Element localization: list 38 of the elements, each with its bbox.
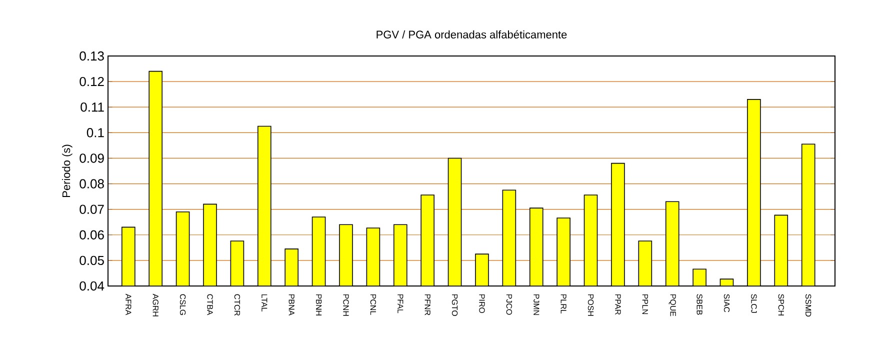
x-tick-label: PGTO	[452, 294, 458, 316]
y-tick-label: 0.05	[80, 256, 104, 266]
y-tick-label: 0.09	[80, 154, 104, 163]
y-tick-label: 0.04	[80, 281, 104, 291]
y-tick-label: 0.11	[80, 102, 104, 112]
x-tick-label: PFAL	[398, 294, 404, 314]
x-tick-label: PQUE	[668, 294, 676, 316]
y-axis-title: Periodo (s)	[62, 144, 72, 197]
x-tick-label: PJCO	[506, 294, 512, 315]
x-tick-label: AGRH	[152, 294, 158, 316]
x-tick-label: PPAR	[615, 294, 621, 315]
x-tick-label: PPLN	[642, 294, 648, 314]
y-tick-label: 0.12	[80, 76, 104, 86]
x-tick-label: PBNA	[288, 294, 294, 316]
y-tick-label: 0.13	[80, 51, 104, 61]
y-tick-label: 0.08	[80, 179, 104, 188]
y-tick-label: 0.07	[80, 204, 104, 214]
x-tick-label: POSH	[588, 294, 594, 316]
x-tick-label: SLCJ	[751, 294, 757, 313]
x-tick-label: PCNL	[370, 294, 376, 315]
y-tick-label: 0.06	[80, 230, 104, 240]
x-tick-label: AFRA	[126, 294, 132, 316]
x-tick-label: SIAC	[724, 294, 730, 312]
x-tick-label: PBNH	[316, 294, 322, 316]
x-tick-label: PCNH	[343, 294, 349, 316]
x-tick-label: CSLG	[180, 294, 186, 315]
x-tick-label: SBEB	[696, 294, 702, 315]
x-tick-label: PIRO	[479, 294, 485, 313]
x-tick-label: CTBA	[207, 294, 213, 316]
chart-title: PGV / PGA ordenadas alfabéticamente	[376, 30, 567, 38]
x-tick-label: PLRL	[560, 294, 566, 314]
x-tick-label: CTCR	[234, 294, 240, 316]
x-tick-label: SPCH	[778, 294, 784, 316]
x-tick-label: LTAL	[262, 294, 268, 312]
x-tick-label: PJMN	[534, 294, 540, 315]
x-tick-label: SSMD	[806, 294, 812, 317]
x-tick-label: PFNR	[424, 294, 430, 316]
y-tick-label: 0.1	[86, 128, 104, 138]
